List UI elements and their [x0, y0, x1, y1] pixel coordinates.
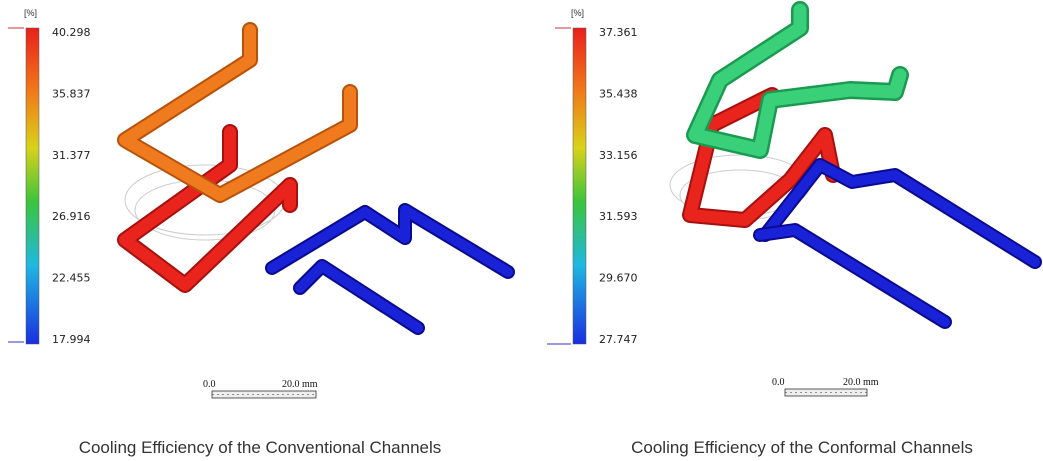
- colorbar-tick-label: 31.377: [52, 149, 91, 162]
- colorbar-tick-label: 35.438: [599, 87, 638, 100]
- unit-label: [%]: [571, 8, 584, 18]
- scale-start: 0.0: [203, 379, 216, 390]
- colorbar-tick-label: 17.994: [52, 333, 91, 346]
- colorbar-tick-label: 35.837: [52, 87, 91, 100]
- caption: Cooling Efficiency of the Conventional C…: [79, 438, 442, 457]
- colorbar-tick-label: 22.455: [52, 272, 91, 285]
- colorbar: [547, 28, 586, 344]
- colorbar-tick-label: 40.298: [52, 26, 91, 39]
- colorbar-tick-label: 29.670: [599, 272, 638, 285]
- colorbar-tick-label: 31.593: [599, 210, 638, 223]
- unit-label: [%]: [24, 8, 37, 18]
- cooling-channels: [125, 30, 508, 328]
- figure: [%] 0.0 20.0 mm Cooling Efficiency of th…: [0, 0, 1043, 461]
- colorbar-tick-label: 27.747: [599, 333, 638, 346]
- colorbar-tick-label: 37.361: [599, 26, 638, 39]
- scale-end: 20.0 mm: [282, 379, 318, 390]
- scale-bar: [212, 391, 316, 398]
- caption: Cooling Efficiency of the Conformal Chan…: [631, 438, 973, 457]
- scale-end: 20.0 mm: [843, 377, 879, 388]
- colorbar-tick-label: 33.156: [599, 149, 638, 162]
- scale-start: 0.0: [772, 377, 785, 388]
- scale-bar: [785, 389, 867, 396]
- colorbar: [8, 28, 39, 344]
- colorbar-tick-label: 26.916: [52, 210, 91, 223]
- cooling-channels: [690, 10, 1035, 322]
